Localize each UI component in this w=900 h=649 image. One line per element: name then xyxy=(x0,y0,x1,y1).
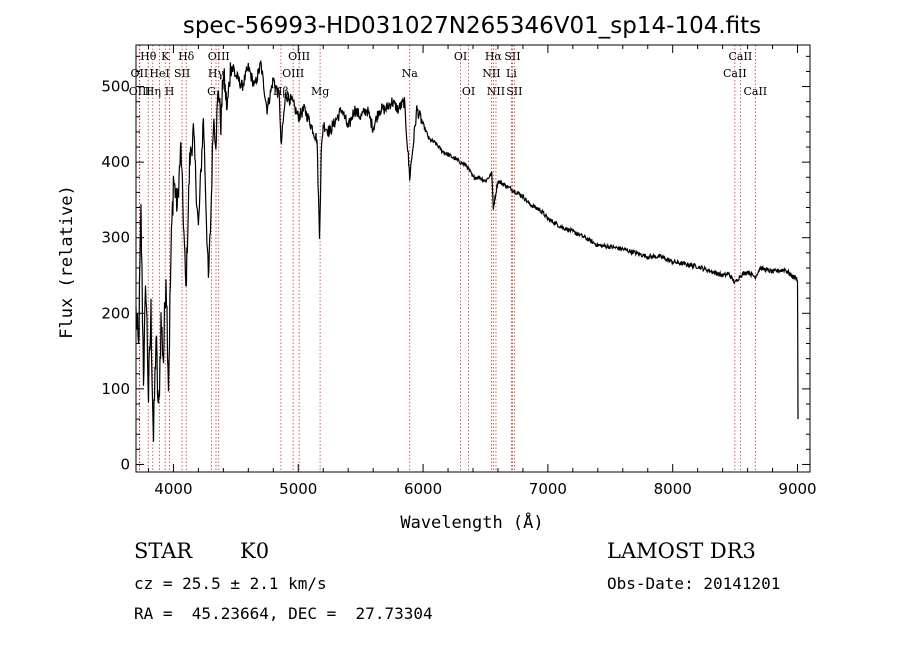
spectral-line-label: SII xyxy=(506,85,522,98)
spectral-line-label: OI xyxy=(454,50,467,63)
spectral-line-label: H xyxy=(165,85,175,98)
spectral-line-label: HeI xyxy=(149,67,169,80)
spectral-line-label: NII xyxy=(482,67,500,80)
y-tick-label: 500 xyxy=(101,78,130,96)
spectral-line-label: Hα xyxy=(485,50,503,63)
x-tick-label: 8000 xyxy=(654,480,692,498)
spectral-line-label: SII xyxy=(174,67,190,80)
spectral-subclass: K0 xyxy=(240,539,270,563)
x-axis-label: Wavelength (Å) xyxy=(400,511,543,533)
y-tick-label: 400 xyxy=(101,153,130,171)
spectral-line-label: Li xyxy=(506,67,517,80)
spectral-line-label: K xyxy=(161,50,170,63)
spectral-line-label: OIII xyxy=(208,50,230,63)
spectral-line-label: Mg xyxy=(311,85,329,98)
object-class: STAR xyxy=(134,539,193,563)
spectral-line-label: G xyxy=(207,85,216,98)
spectral-line-label: SII xyxy=(504,50,520,63)
observation-date: Obs-Date: 20141201 xyxy=(607,574,781,593)
spectrum-series-line xyxy=(135,59,799,442)
spectral-line-markers xyxy=(138,45,756,472)
redshift-value: cz = 25.5 ± 2.1 km/s xyxy=(134,574,327,593)
x-tick-label: 7000 xyxy=(529,480,567,498)
x-tick-label: 6000 xyxy=(404,480,442,498)
y-axis-ticks: 0 100 200 300 400 500 xyxy=(101,55,810,473)
y-tick-label: 200 xyxy=(101,304,130,322)
x-tick-label: 4000 xyxy=(154,480,192,498)
x-tick-label: 5000 xyxy=(279,480,317,498)
spectral-line-label: Hγ xyxy=(208,67,225,80)
spectral-line-label: OII xyxy=(131,67,149,80)
y-axis-label: Flux (relative) xyxy=(57,185,77,339)
spectral-line-label: Hη xyxy=(145,85,161,98)
spectral-line-label: Na xyxy=(402,67,419,80)
spectral-line-label: Hθ xyxy=(140,50,157,63)
plot-frame xyxy=(135,44,811,473)
x-axis-ticks: 4000 5000 6000 7000 8000 9000 xyxy=(147,45,817,498)
y-tick-label: 0 xyxy=(120,455,130,473)
spectral-line-label: CaII xyxy=(723,67,747,80)
spectral-line-label: CaII xyxy=(743,85,767,98)
spectral-line-label: OIII xyxy=(129,85,151,98)
coordinates: RA = 45.23664, DEC = 27.73304 xyxy=(134,604,433,623)
survey-name: LAMOST DR3 xyxy=(607,539,756,563)
x-tick-label: 9000 xyxy=(778,480,816,498)
y-tick-label: 100 xyxy=(101,380,130,398)
spectral-line-label: OI xyxy=(462,85,475,98)
spectral-line-label: OIII xyxy=(288,50,310,63)
y-tick-label: 300 xyxy=(101,229,130,247)
spectral-line-label: CaII xyxy=(729,50,753,63)
chart-title: spec-56993-HD031027N265346V01_sp14-104.f… xyxy=(183,13,761,39)
spectral-line-label: NII xyxy=(487,85,505,98)
spectral-line-label: OIII xyxy=(282,67,304,80)
spectral-line-label: Hδ xyxy=(178,50,195,63)
